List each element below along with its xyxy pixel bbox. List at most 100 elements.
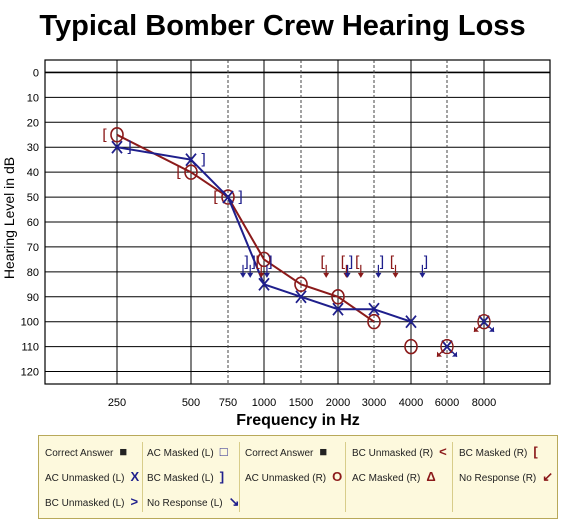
bc-no-response-mark: ]: [344, 253, 354, 278]
arrow-head: [357, 272, 364, 278]
bc-no-response-mark: [: [255, 253, 265, 278]
bc-no-response-mark: ]: [419, 253, 428, 278]
data-point: [111, 140, 123, 154]
legend-label: BC Unmasked (R): [352, 448, 434, 459]
y-tick-label: 120: [21, 367, 39, 379]
bc-no-response-mark: ]: [240, 253, 249, 278]
legend-label: No Response (R): [459, 473, 537, 484]
data-point: [258, 277, 270, 291]
data-point: [221, 189, 235, 205]
data-point: [294, 276, 308, 293]
arrow-head: [452, 351, 457, 357]
arrow-head: [437, 351, 442, 357]
data-point: [257, 251, 271, 268]
bc-no-response-mark: ]: [375, 253, 384, 278]
series-line: [116, 146, 412, 323]
legend: Correct Answer ■ AC Masked (L) □ Correct Ans…: [38, 435, 558, 519]
data-point: [368, 302, 380, 316]
legend-item: No Response (R) ↙: [459, 465, 553, 489]
x-stroke: [185, 153, 197, 167]
legend-divider: [452, 442, 453, 512]
legend-item: AC Unmasked (R) O: [245, 465, 342, 489]
y-axis-label: Hearing Level in dB: [1, 157, 17, 279]
o-mark: [440, 338, 454, 355]
x-stroke: [111, 140, 123, 154]
bc-no-response-mark: ]: [247, 253, 256, 278]
legend-item: BC Unmasked (R) <: [352, 440, 447, 464]
bracket-glyph: [: [255, 253, 261, 271]
x-tick-label: 8000: [472, 397, 496, 409]
x-tick-label: 500: [182, 397, 200, 409]
data-point: [405, 315, 417, 329]
legend-symbol: ■: [319, 444, 328, 459]
arrow-head: [240, 272, 246, 278]
data-point: [185, 153, 197, 167]
threshold-mark: ]: [237, 188, 243, 206]
x-tick-label: 6000: [435, 397, 459, 409]
legend-label: No Response (L): [147, 498, 223, 509]
legend-label: BC Masked (L): [147, 473, 214, 484]
threshold-mark: [473, 313, 491, 333]
bracket-glyph: ]: [422, 253, 428, 271]
bracket-glyph: [: [355, 253, 361, 271]
legend-symbol: □: [219, 444, 228, 459]
legend-label: Correct Answer: [245, 448, 314, 459]
bc-no-response-mark: [: [355, 253, 364, 278]
arrow-head: [263, 272, 270, 278]
x-tick-label: 1500: [289, 397, 313, 409]
bracket-glyph: ]: [378, 253, 384, 271]
y-tick-label: 40: [27, 167, 39, 179]
arrow-head: [258, 272, 265, 278]
threshold-mark: [: [102, 126, 108, 144]
legend-divider: [142, 442, 143, 512]
legend-label: BC Unmasked (L): [45, 498, 125, 509]
y-tick-label: 20: [27, 117, 39, 129]
bracket-glyph: [: [320, 253, 326, 271]
x-tick-label: 1000: [252, 397, 276, 409]
bracket-glyph: ]: [250, 253, 256, 271]
legend-symbol: ↙: [542, 469, 554, 484]
legend-symbol: ↘: [228, 494, 240, 509]
x-stroke: [222, 190, 234, 204]
bc-no-response-mark: [: [320, 253, 330, 278]
x-tick-label: 4000: [399, 397, 423, 409]
arrow-head: [474, 326, 479, 332]
x-tick-label: 3000: [362, 397, 386, 409]
legend-label: AC Masked (L): [147, 448, 214, 459]
y-tick-label: 70: [27, 242, 39, 254]
x-tick-label: 2000: [326, 397, 350, 409]
threshold-mark: ]: [126, 138, 132, 156]
x-stroke: [405, 315, 417, 329]
y-tick-label: 60: [27, 217, 39, 229]
legend-item: No Response (L) ↘: [147, 490, 240, 514]
y-tick-label: 50: [27, 192, 39, 204]
data-point: [110, 126, 124, 143]
bracket-glyph: ]: [348, 253, 354, 271]
legend-symbol: [: [533, 444, 538, 459]
legend-label: AC Masked (R): [352, 473, 421, 484]
legend-item: BC Masked (R) [: [459, 440, 538, 464]
legend-divider: [239, 442, 240, 512]
chart-title: Typical Bomber Crew Hearing Loss: [39, 10, 526, 42]
legend-label: AC Unmasked (L): [45, 473, 125, 484]
series-layer: [110, 126, 417, 330]
legend-symbol: Δ: [426, 469, 436, 484]
legend-symbol: <: [439, 444, 447, 459]
data-point: [332, 302, 344, 316]
bc-no-response-mark: ]: [263, 253, 273, 278]
y-tick-label: 0: [33, 67, 39, 79]
x-axis-label: Frequency in Hz: [236, 412, 360, 429]
legend-label: BC Masked (R): [459, 448, 528, 459]
legend-symbol: O: [332, 469, 343, 484]
y-tick-label: 110: [21, 342, 39, 354]
legend-item: Correct Answer ■: [45, 440, 127, 464]
data-point: [222, 190, 234, 204]
y-tick-label: 90: [27, 292, 39, 304]
bracket-glyph: [: [340, 253, 346, 271]
legend-item: AC Unmasked (L) X: [45, 465, 139, 489]
x-stroke: [295, 290, 307, 304]
legend-symbol: X: [130, 469, 140, 484]
legend-symbol: ]: [219, 469, 225, 484]
y-tick-label: 100: [21, 317, 39, 329]
y-tick-label: 80: [27, 267, 39, 279]
